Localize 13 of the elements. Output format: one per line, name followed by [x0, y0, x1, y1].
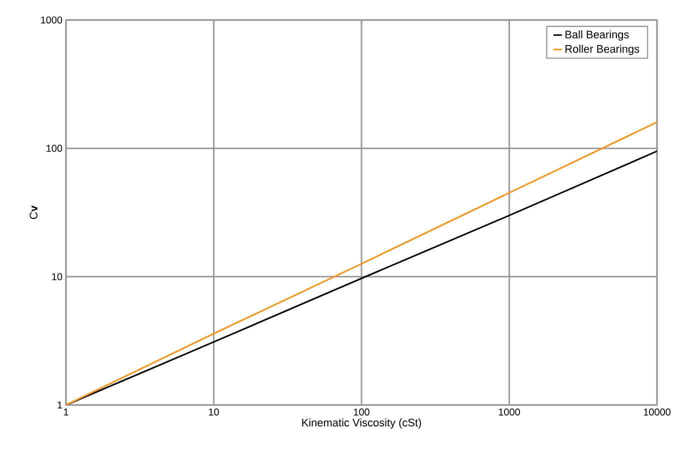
- y-tick-label: 1000: [41, 16, 62, 24]
- x-tick-label: 1000: [498, 408, 520, 416]
- y-axis-title: Cv: [30, 206, 38, 219]
- legend-label: Ball Bearings: [566, 30, 629, 41]
- x-tick-label: 10: [208, 408, 219, 416]
- y-tick-label: 100: [46, 144, 62, 152]
- legend-label: Roller Bearings: [566, 44, 640, 55]
- x-axis-title: Kinematic Viscosity (cSt): [302, 418, 421, 429]
- x-tick-label: 100: [354, 408, 370, 416]
- y-tick-label: 10: [52, 273, 62, 280]
- x-tick-label: 10000: [644, 408, 670, 416]
- x-tick-label: 1: [64, 408, 68, 416]
- y-tick-label: 1: [58, 402, 62, 408]
